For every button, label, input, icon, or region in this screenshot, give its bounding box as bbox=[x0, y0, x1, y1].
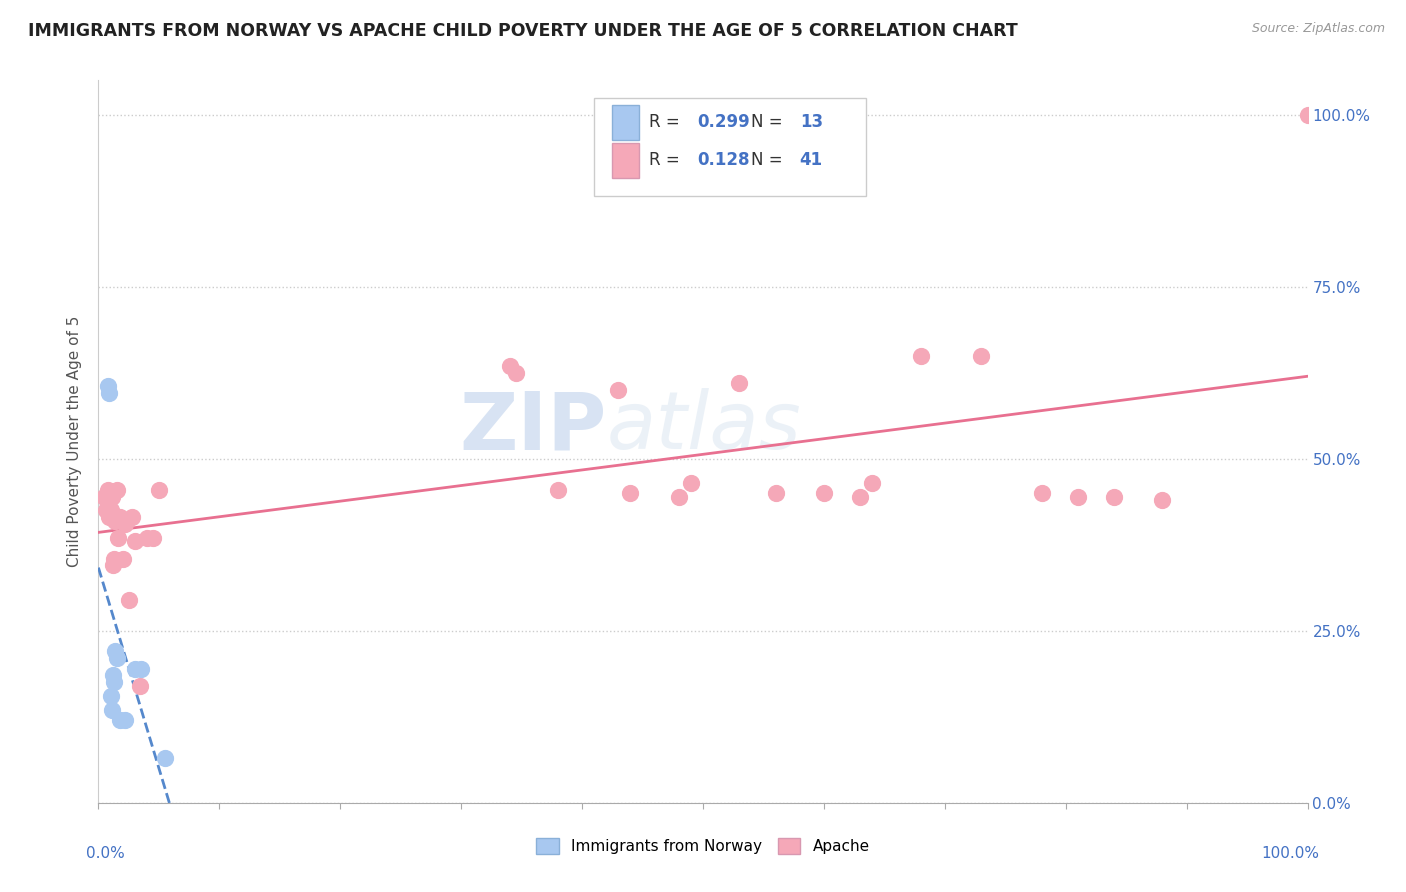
Point bbox=[105, 483, 128, 497]
Point bbox=[93, 490, 115, 504]
Point bbox=[1102, 490, 1125, 504]
Point bbox=[105, 651, 128, 665]
Point bbox=[101, 668, 124, 682]
Text: ZIP: ZIP bbox=[458, 388, 606, 467]
Point bbox=[100, 703, 122, 717]
Point bbox=[104, 644, 127, 658]
Point bbox=[679, 475, 702, 490]
Point bbox=[98, 386, 121, 401]
Point bbox=[103, 551, 125, 566]
Point bbox=[100, 503, 122, 517]
Point bbox=[910, 349, 932, 363]
Text: 13: 13 bbox=[800, 113, 823, 131]
Text: IMMIGRANTS FROM NORWAY VS APACHE CHILD POVERTY UNDER THE AGE OF 5 CORRELATION CH: IMMIGRANTS FROM NORWAY VS APACHE CHILD P… bbox=[28, 22, 1018, 40]
Text: 100.0%: 100.0% bbox=[1261, 847, 1320, 861]
FancyBboxPatch shape bbox=[613, 105, 638, 139]
Point bbox=[101, 558, 124, 573]
Point bbox=[1031, 486, 1053, 500]
Point bbox=[103, 675, 125, 690]
Text: R =: R = bbox=[648, 152, 685, 169]
Point bbox=[1296, 108, 1319, 122]
Point bbox=[128, 679, 150, 693]
Point bbox=[765, 486, 787, 500]
Point bbox=[98, 510, 121, 524]
Point bbox=[142, 531, 165, 545]
Point bbox=[100, 490, 122, 504]
Point bbox=[668, 490, 690, 504]
Point bbox=[813, 486, 835, 500]
Text: 0.0%: 0.0% bbox=[86, 847, 125, 861]
Point bbox=[135, 531, 157, 545]
Point bbox=[860, 475, 883, 490]
Point bbox=[124, 662, 146, 676]
Point bbox=[1152, 493, 1174, 508]
Point bbox=[619, 486, 641, 500]
Point bbox=[1067, 490, 1090, 504]
Point bbox=[124, 534, 146, 549]
Point bbox=[849, 490, 872, 504]
Point bbox=[96, 490, 118, 504]
Legend: Immigrants from Norway, Apache: Immigrants from Norway, Apache bbox=[530, 832, 876, 860]
Point bbox=[121, 510, 143, 524]
Text: 41: 41 bbox=[800, 152, 823, 169]
Point bbox=[94, 503, 117, 517]
Text: Source: ZipAtlas.com: Source: ZipAtlas.com bbox=[1251, 22, 1385, 36]
Point bbox=[100, 689, 122, 703]
Point bbox=[111, 551, 134, 566]
Text: 0.128: 0.128 bbox=[697, 152, 749, 169]
Point bbox=[107, 531, 129, 545]
Point bbox=[108, 510, 131, 524]
Point bbox=[153, 751, 176, 765]
Text: R =: R = bbox=[648, 113, 685, 131]
FancyBboxPatch shape bbox=[595, 98, 866, 196]
Y-axis label: Child Poverty Under the Age of 5: Child Poverty Under the Age of 5 bbox=[67, 316, 83, 567]
Text: 0.299: 0.299 bbox=[697, 113, 749, 131]
Point bbox=[118, 592, 141, 607]
Point bbox=[114, 517, 136, 532]
Point bbox=[97, 483, 120, 497]
FancyBboxPatch shape bbox=[613, 143, 638, 178]
Text: atlas: atlas bbox=[606, 388, 801, 467]
Point bbox=[498, 359, 520, 373]
Point bbox=[148, 483, 170, 497]
Text: N =: N = bbox=[751, 113, 789, 131]
Point bbox=[607, 383, 630, 397]
Point bbox=[970, 349, 993, 363]
Point bbox=[108, 713, 131, 727]
Point bbox=[547, 483, 569, 497]
Point bbox=[728, 376, 751, 390]
Point bbox=[129, 662, 152, 676]
Point bbox=[104, 514, 127, 528]
Point bbox=[114, 713, 136, 727]
Text: N =: N = bbox=[751, 152, 789, 169]
Point bbox=[505, 366, 527, 380]
Point bbox=[97, 379, 120, 393]
